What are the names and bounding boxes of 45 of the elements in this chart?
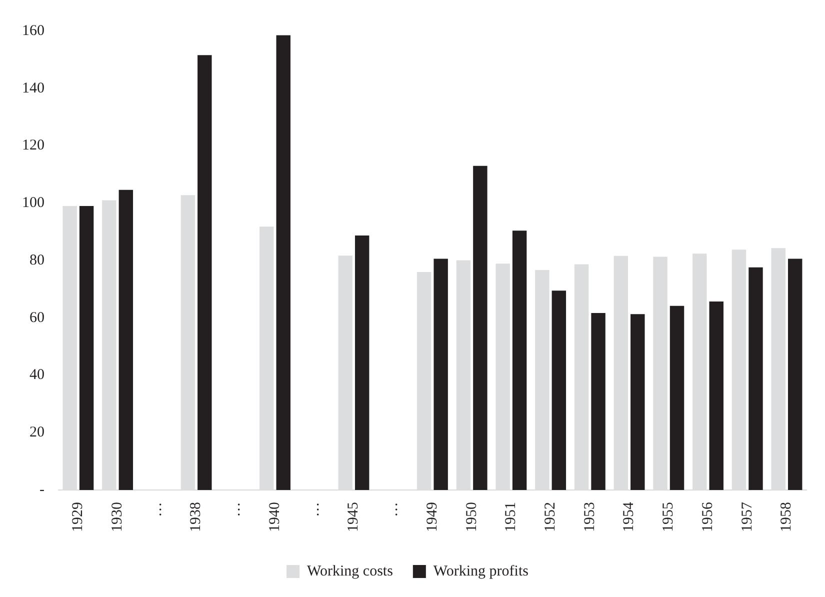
x-tick-label: 1940 — [266, 502, 283, 532]
x-tick-label: 1953 — [582, 502, 598, 532]
bar — [473, 166, 488, 490]
x-tick-label: 1954 — [621, 502, 638, 532]
bar — [709, 302, 724, 490]
y-tick-label: 80 — [30, 252, 44, 268]
bar — [552, 290, 566, 490]
x-tick-label: … — [148, 502, 165, 517]
bar — [198, 55, 212, 490]
x-tick-label: 1952 — [542, 502, 558, 532]
bar — [354, 236, 370, 490]
x-tick-label: 1949 — [424, 502, 440, 532]
y-tick-label: - — [40, 482, 44, 498]
x-tick-label: 1951 — [503, 502, 520, 532]
x-tick-label: 1955 — [660, 502, 677, 532]
bar — [512, 230, 527, 490]
x-tick-label: 1957 — [739, 502, 756, 532]
bar — [591, 313, 606, 490]
bar — [630, 314, 645, 490]
bar — [670, 306, 684, 490]
x-tick-label: … — [385, 502, 402, 517]
y-tick-label: 20 — [30, 424, 44, 441]
y-tick-label: 140 — [22, 80, 44, 96]
bar — [118, 190, 134, 490]
y-tick-label: 120 — [22, 138, 44, 154]
legend-label: Working costs — [307, 563, 394, 580]
y-tick-label: 60 — [30, 310, 44, 326]
x-tick-label: 1929 — [70, 502, 86, 532]
bar — [434, 258, 448, 490]
bar — [276, 35, 290, 490]
x-tick-label: 1930 — [109, 502, 126, 532]
y-tick-label: 40 — [30, 367, 44, 384]
x-tick-label: … — [228, 502, 244, 517]
y-tick-label: 100 — [22, 195, 44, 212]
y-tick-label: 160 — [22, 22, 44, 39]
x-tick-label: 1938 — [188, 502, 204, 532]
x-tick-label: 1945 — [346, 502, 362, 532]
x-tick-label: 1956 — [700, 502, 716, 532]
x-tick-label: 1950 — [464, 502, 480, 532]
bar — [748, 267, 763, 490]
legend-label: Working profits — [433, 563, 529, 580]
bar — [788, 258, 802, 490]
x-tick-label: … — [306, 502, 322, 517]
x-tick-label: 1958 — [778, 502, 795, 532]
bar — [79, 206, 94, 490]
